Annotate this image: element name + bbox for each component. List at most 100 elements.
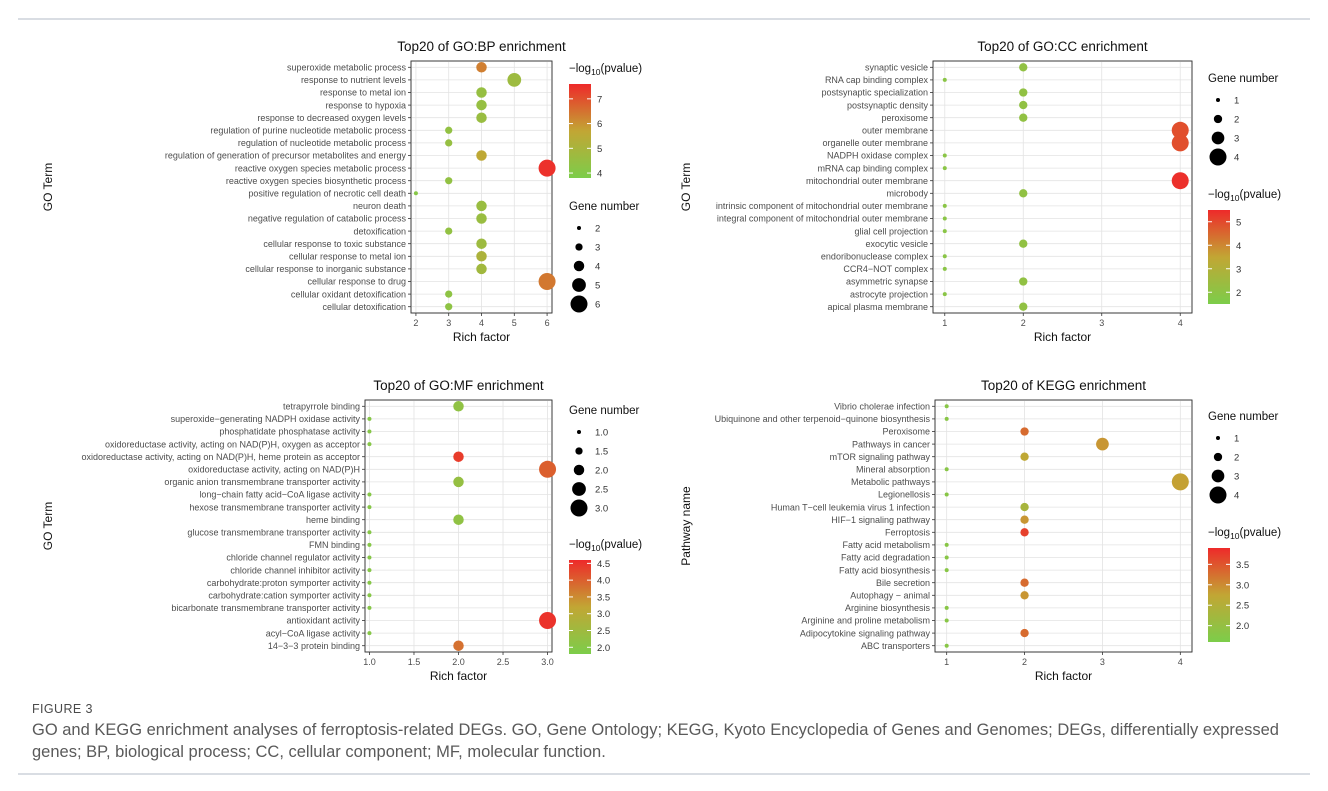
y-tick-label: neuron death [353,201,406,211]
data-point [942,229,947,234]
size-legend-dot [573,464,585,476]
size-legend-title: Gene number [1208,73,1278,85]
data-point [445,290,453,298]
data-point [367,530,372,535]
y-tick-label: regulation of generation of precursor me… [165,151,407,161]
y-tick-label: 14−3−3 protein binding [268,641,360,651]
chart-panel-3: Top20 of KEGG enrichment Vibrio cholerae … [679,378,1281,683]
data-point [942,254,947,259]
y-tick-label: organic anion transmembrane transporter … [164,477,360,487]
data-point [453,476,464,488]
data-point [1020,502,1029,512]
data-point [1019,113,1028,122]
data-point [1020,591,1029,600]
size-legend-dot [570,499,588,517]
y-tick-label: peroxisome [881,113,928,123]
data-point [1019,239,1028,248]
y-tick-label: cellular response to toxic substance [263,239,406,249]
color-scale-label: 2.5 [1236,601,1249,612]
plot-area [932,60,1193,314]
data-point [942,266,947,271]
y-tick-label: oxidoreductase activity, acting on NAD(P… [188,465,360,475]
size-legend-dot [1209,486,1227,504]
data-point [367,416,372,421]
data-point [367,429,372,434]
size-legend-label: 3 [1234,472,1239,483]
y-tick-label: glial cell projection [854,226,928,236]
size-legend: Gene number 1.0 1.5 2.0 2.5 3.0 [569,405,639,517]
y-tick-label: microbody [886,189,928,199]
chart-title: Top20 of GO:BP enrichment [397,39,566,54]
color-scale-label: 2.5 [597,626,610,637]
y-tick-label: detoxification [353,226,406,236]
data-point [1096,437,1109,451]
chart-panel-2: Top20 of GO:MF enrichment tetrapyrrole bi… [41,378,642,683]
y-axis-title: GO Term [41,502,55,550]
y-tick-label: CCR4−NOT complex [843,264,928,274]
y-axis-title: Pathway name [679,486,693,566]
data-point [453,640,464,651]
y-tick-label: chloride channel regulator activity [226,553,360,563]
x-tick-label: 4 [479,318,484,328]
x-tick-label: 3 [1100,657,1105,667]
size-legend-dot [577,226,581,230]
figure-caption: GO and KEGG enrichment analyses of ferro… [32,721,1279,761]
data-point [538,273,556,290]
color-scale-label: 3.5 [597,592,610,603]
y-tick-label: Fatty acid degradation [841,553,930,563]
y-tick-label: HIF−1 signaling pathway [831,515,930,525]
data-point [476,263,487,275]
size-legend-dot [570,295,588,313]
y-tick-label: apical plasma membrane [827,302,928,312]
x-tick-label: 3 [1099,318,1104,328]
data-point [367,442,372,447]
y-tick-label: superoxide−generating NADPH oxidase acti… [171,414,361,424]
y-tick-label: reactive oxygen species metabolic proces… [235,163,407,173]
size-legend-label: 1 [1234,96,1239,107]
y-tick-label: cellular response to drug [307,277,406,287]
color-scale-label: 3.0 [1236,580,1249,591]
size-legend-dot [575,447,583,455]
data-point [1019,63,1028,72]
y-tick-label: Vibrio cholerae infection [834,402,930,412]
y-tick-label: Arginine and proline metabolism [801,616,930,626]
x-tick-label: 2 [413,318,418,328]
color-legend-title: −log10(pvalue) [569,63,642,77]
x-tick-label: 2 [1021,318,1026,328]
data-point [942,292,947,297]
data-point [944,404,949,409]
color-scale-label: 5 [597,144,602,155]
size-legend-dot [572,278,586,292]
data-point [453,514,464,525]
y-tick-label: RNA cap binding complex [825,75,929,85]
color-legend: −log10(pvalue) 7 6 5 4 [569,63,642,180]
color-scale-label: 3 [1236,264,1241,275]
data-point [367,542,372,547]
color-scale-label: 2.0 [1236,621,1249,632]
x-tick-label: 1 [944,657,949,667]
data-point [476,238,487,249]
x-axis-title: Rich factor [1035,669,1092,683]
size-legend-label: 5 [595,281,600,292]
data-point [445,177,453,185]
data-point [1019,302,1028,311]
color-scale-label: 5 [1236,217,1241,228]
data-point [507,73,522,87]
data-point [476,150,487,161]
data-point [1020,578,1029,587]
data-point [1019,100,1028,110]
y-tick-label: Ubiquinone and other terpenoid−quinone b… [715,414,931,424]
size-legend-title: Gene number [569,201,639,213]
color-scale-bar [569,560,591,654]
chart-title: Top20 of GO:MF enrichment [373,378,544,393]
size-legend-dot [1213,452,1223,462]
size-legend-label: 6 [595,300,600,311]
color-scale-label: 3.5 [1236,560,1249,571]
data-point [453,451,464,462]
y-tick-label: cellular detoxification [322,302,406,312]
plot-border [932,60,1193,314]
data-point [1020,515,1029,524]
size-legend-dot [1216,98,1220,102]
y-tick-label: Arginine biosynthesis [845,603,931,613]
x-tick-label: 3.0 [541,657,554,667]
